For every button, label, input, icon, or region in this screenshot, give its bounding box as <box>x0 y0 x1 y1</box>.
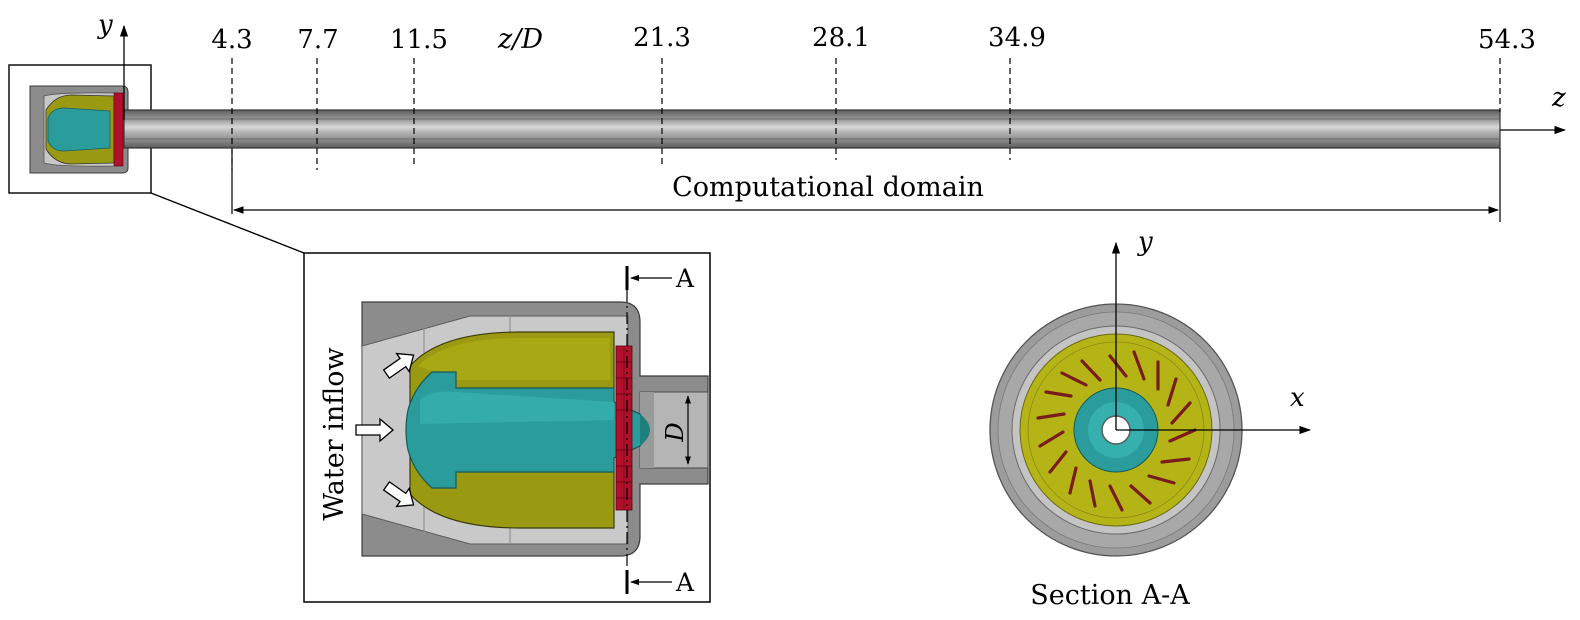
water-inflow-label: Water inflow <box>319 347 350 520</box>
station-label: 21.3 <box>633 23 691 53</box>
swirler-vanes-cut <box>616 346 632 510</box>
section-caption: Section A-A <box>1030 580 1190 611</box>
pipe <box>124 110 1500 148</box>
z-axis-label: z <box>1551 83 1566 113</box>
diameter-label: D <box>661 422 689 442</box>
zD-label: z/D <box>497 24 543 55</box>
station-label: 11.5 <box>390 25 448 55</box>
station-label: 4.3 <box>211 25 252 55</box>
section-marker-bottom: A <box>675 568 695 597</box>
y-axis-label: y <box>97 10 113 40</box>
station-label: 54.3 <box>1478 25 1536 55</box>
station-label: 28.1 <box>812 23 870 53</box>
section-marker-top: A <box>675 264 695 293</box>
section-aa: y x Section A-A <box>990 227 1310 611</box>
pipe-overview: y z z/D 4.3 7.7 11.5 21.3 28.1 34.9 54.3 <box>9 10 1566 253</box>
station-labels: 4.3 7.7 11.5 21.3 28.1 34.9 54.3 <box>211 23 1536 55</box>
station-label: 7.7 <box>297 25 338 55</box>
section-x-label: x <box>1290 383 1305 413</box>
nozzle-detail: A A D Water inflow <box>304 253 710 602</box>
station-label: 34.9 <box>988 23 1046 53</box>
zoom-connector <box>151 193 304 253</box>
nozzle-thumbnail <box>30 86 128 173</box>
section-y-label: y <box>1137 227 1153 257</box>
computational-domain-label: Computational domain <box>672 172 984 203</box>
central-cone <box>406 372 646 488</box>
